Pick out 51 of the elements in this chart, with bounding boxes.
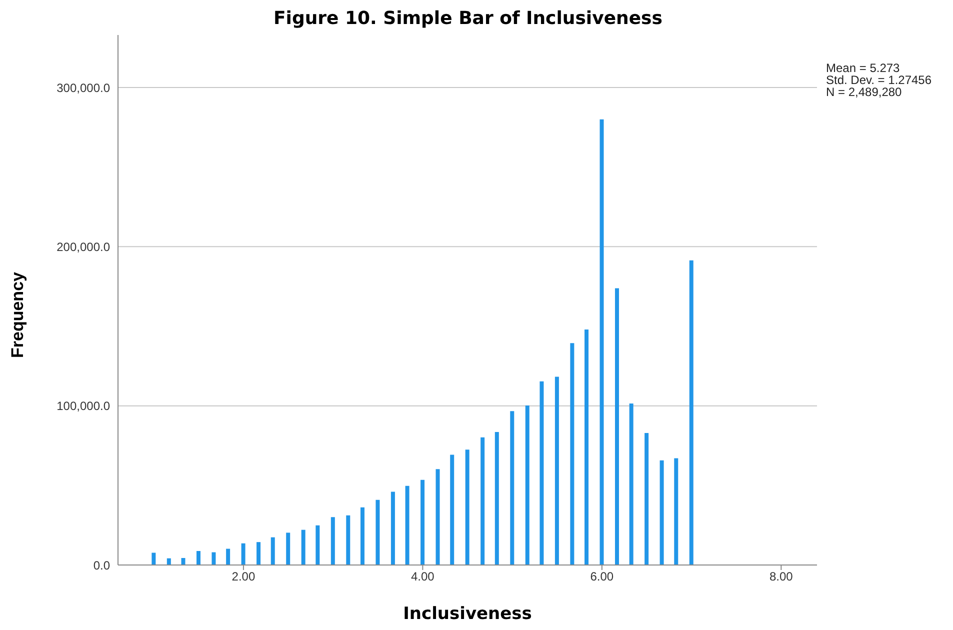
- bar: [376, 500, 380, 565]
- x-tick-label: 2.00: [232, 570, 256, 584]
- bar: [390, 492, 395, 565]
- bar: [166, 558, 171, 565]
- y-tick-label: 0.0: [93, 558, 110, 572]
- y-tick-label: 200,000.0: [56, 240, 110, 254]
- bar: [346, 515, 350, 565]
- bar: [584, 329, 589, 565]
- text: Std. Dev. = 1.27456: [826, 73, 932, 87]
- text: Mean = 5.273: [826, 61, 901, 75]
- bar: [436, 469, 440, 565]
- bar: [600, 119, 604, 565]
- y-tick-label: 300,000.0: [56, 80, 110, 95]
- bar: [241, 543, 246, 565]
- x-tick-label: 4.00: [411, 570, 435, 584]
- bar: [494, 432, 499, 565]
- bar: [330, 517, 335, 565]
- bar: [196, 550, 200, 565]
- x-tick-label: 8.00: [769, 570, 794, 584]
- bar: [420, 480, 425, 565]
- bar: [689, 260, 694, 565]
- bar: [570, 343, 574, 565]
- bar: [554, 376, 559, 565]
- bar: [510, 411, 514, 565]
- text: N = 2,489,280: [826, 85, 903, 99]
- bar: [181, 558, 186, 565]
- bar: [540, 381, 544, 565]
- bar: [614, 288, 619, 565]
- bar: [256, 542, 261, 565]
- bar: [360, 507, 364, 565]
- x-tick-label: 6.00: [590, 570, 614, 584]
- bar: [660, 460, 664, 565]
- y-tick-label: 100,000.0: [56, 399, 110, 414]
- bar: [301, 530, 306, 565]
- y-axis-title: Frequency: [8, 272, 28, 358]
- bar: [316, 525, 320, 565]
- bar: [286, 532, 290, 565]
- bar: [152, 552, 156, 565]
- bar: [226, 548, 230, 565]
- bar: [629, 403, 634, 565]
- bar: [644, 433, 649, 565]
- bar: [465, 450, 470, 565]
- bar: [525, 406, 530, 565]
- chart-title: Figure 10. Simple Bar of Inclusiveness: [272, 8, 664, 29]
- bar: [674, 458, 678, 565]
- bar: [405, 486, 410, 565]
- bar: [450, 454, 454, 565]
- x-axis-title: Inclusiveness: [402, 604, 533, 624]
- bar: [270, 537, 275, 565]
- bar: [212, 552, 216, 565]
- bar: [480, 437, 485, 565]
